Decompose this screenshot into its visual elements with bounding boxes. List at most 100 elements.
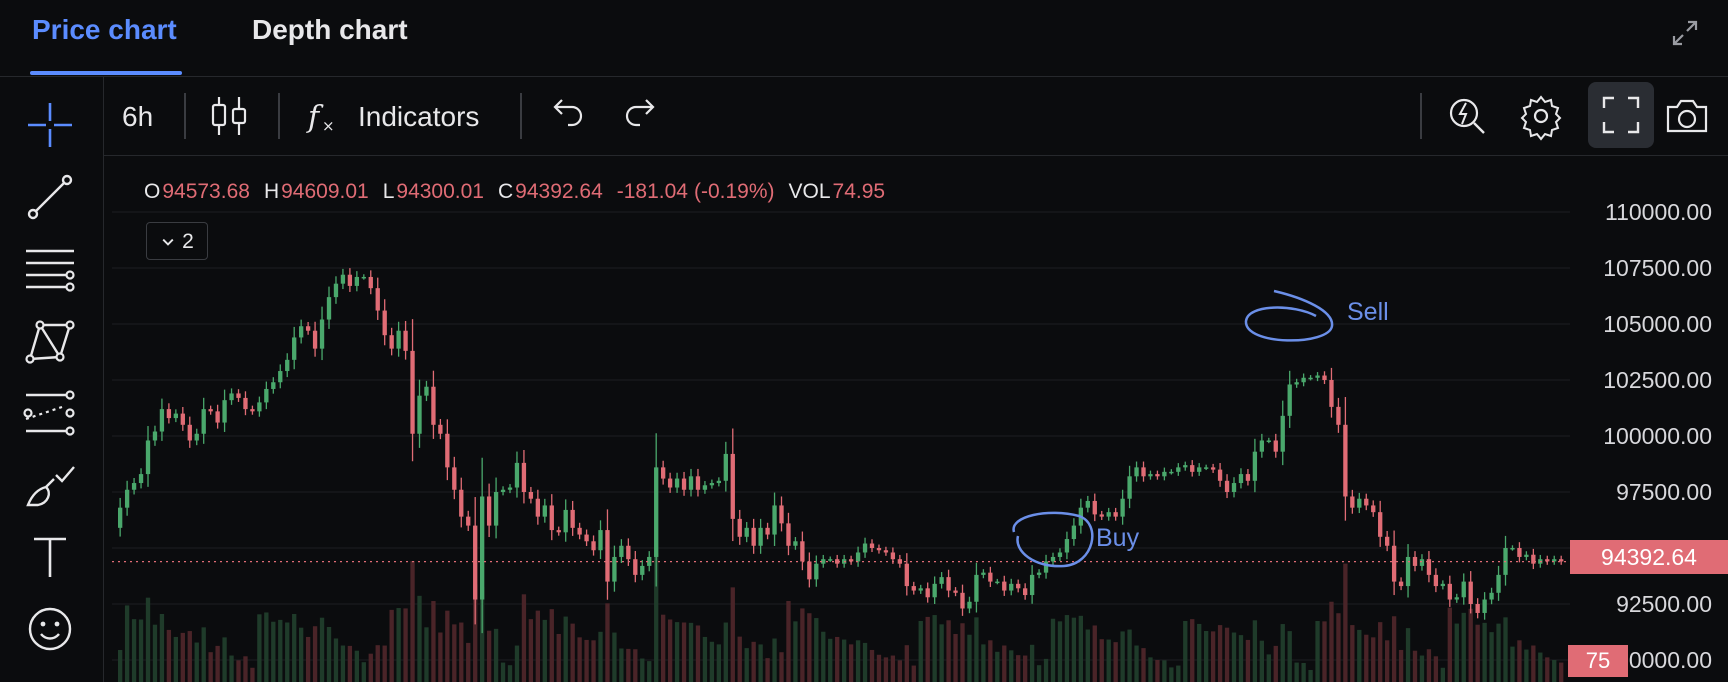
- toolbar-divider: [1420, 93, 1422, 139]
- volume-bar: [1155, 659, 1160, 682]
- candle-body: [222, 400, 227, 423]
- volume-bar: [598, 631, 603, 682]
- volume-bar: [1336, 613, 1341, 682]
- candle-body: [1176, 467, 1181, 472]
- candle-body: [1106, 512, 1111, 517]
- volume-bar: [326, 626, 332, 682]
- interval-selector[interactable]: 6h: [122, 101, 154, 132]
- tab-depth-chart[interactable]: Depth chart: [252, 14, 408, 45]
- volume-bar: [981, 644, 986, 682]
- candle-body: [1057, 552, 1063, 557]
- active-tab-indicator: [30, 71, 182, 75]
- volume-bar: [1503, 617, 1508, 682]
- emoji-icon[interactable]: [22, 601, 78, 657]
- volume-bar: [473, 584, 478, 682]
- expand-icon[interactable]: [1670, 18, 1700, 48]
- volume-bar: [549, 609, 554, 682]
- candle-body: [1252, 451, 1258, 481]
- candle-body: [264, 388, 269, 403]
- candle-body: [1419, 559, 1425, 566]
- candle-body: [1489, 592, 1494, 600]
- volume-bar: [911, 665, 916, 682]
- volume-bar: [438, 632, 443, 682]
- candle-body: [326, 297, 332, 320]
- indicators-button[interactable]: Indicators: [358, 101, 480, 132]
- candle-body: [855, 552, 861, 562]
- volume-bar: [528, 619, 534, 682]
- quick-search-icon[interactable]: [1442, 91, 1492, 141]
- candle-body: [319, 319, 325, 349]
- candle-body: [528, 492, 534, 499]
- candle-body: [1231, 483, 1237, 492]
- volume-bar: [1475, 624, 1480, 682]
- candle-body: [180, 413, 185, 425]
- candle-body: [1238, 474, 1244, 484]
- brush-icon[interactable]: [22, 457, 78, 513]
- redo-icon[interactable]: [616, 91, 666, 141]
- volume-bar: [1419, 655, 1425, 682]
- candle-body: [556, 530, 561, 533]
- text-tool-icon[interactable]: [22, 529, 78, 585]
- fib-retracement-icon[interactable]: [22, 241, 78, 297]
- undo-icon[interactable]: [542, 91, 592, 141]
- indicators-fx-icon[interactable]: f ×: [300, 91, 350, 141]
- volume-bar: [702, 636, 708, 682]
- volume-bar: [744, 648, 749, 682]
- pattern-icon[interactable]: [22, 313, 78, 369]
- volume-bar: [1023, 655, 1028, 682]
- volume-bar: [368, 653, 373, 682]
- forecast-icon[interactable]: [22, 385, 78, 441]
- volume-bar: [842, 639, 847, 682]
- trend-line-icon[interactable]: [22, 169, 78, 225]
- volume-bar: [814, 618, 819, 682]
- volume-bar: [1266, 654, 1271, 682]
- volume-bar: [1287, 631, 1292, 682]
- candle-body: [577, 527, 582, 535]
- volume-bar: [1113, 642, 1118, 682]
- volume-bar: [347, 645, 353, 682]
- tab-price-chart[interactable]: Price chart: [32, 14, 177, 45]
- candle-body: [173, 413, 179, 419]
- candle-body: [1350, 496, 1355, 508]
- candle-body: [835, 559, 840, 564]
- candle-body: [466, 516, 471, 526]
- indicator-collapse-button[interactable]: 2: [146, 222, 208, 260]
- candle-body: [674, 478, 680, 488]
- volume-bar: [1183, 620, 1188, 682]
- candle-body: [939, 577, 944, 584]
- screenshot-camera-icon[interactable]: [1662, 91, 1712, 141]
- candle-body: [1169, 471, 1174, 474]
- volume-bar: [1329, 601, 1334, 682]
- volume-bar: [1057, 621, 1063, 682]
- volume-tag: 75: [1568, 645, 1628, 677]
- candle-body: [772, 505, 777, 535]
- volume-bar: [507, 665, 513, 682]
- toolbar-divider: [278, 93, 280, 139]
- candle-body: [1364, 498, 1369, 506]
- price-chart-canvas[interactable]: 110000.00 107500.00 105000.00 102500.00 1000…: [104, 156, 1728, 682]
- candle-body: [765, 527, 770, 535]
- volume-bar: [1524, 649, 1529, 682]
- candle-body: [1524, 554, 1529, 557]
- volume-bar: [647, 661, 652, 682]
- candle-body: [438, 424, 443, 434]
- volume-bar: [577, 637, 582, 682]
- settings-gear-icon[interactable]: [1516, 91, 1566, 141]
- candle-body: [911, 586, 916, 591]
- volume-bar: [1238, 635, 1244, 682]
- candle-body: [347, 274, 353, 286]
- crosshair-icon[interactable]: [22, 97, 78, 153]
- fullscreen-button[interactable]: [1588, 82, 1654, 148]
- candle-body: [1440, 583, 1446, 587]
- volume-bar: [876, 654, 882, 682]
- volume-bar: [1531, 645, 1536, 682]
- candle-body: [946, 577, 951, 591]
- candlestick-type-icon[interactable]: [204, 91, 254, 141]
- candle-body: [848, 559, 854, 562]
- candle-body: [1461, 581, 1466, 598]
- volume-bar: [1162, 660, 1167, 682]
- candle-body: [1141, 467, 1146, 477]
- candle-body: [521, 462, 527, 492]
- candle-body: [953, 590, 958, 593]
- candle-body: [626, 545, 631, 560]
